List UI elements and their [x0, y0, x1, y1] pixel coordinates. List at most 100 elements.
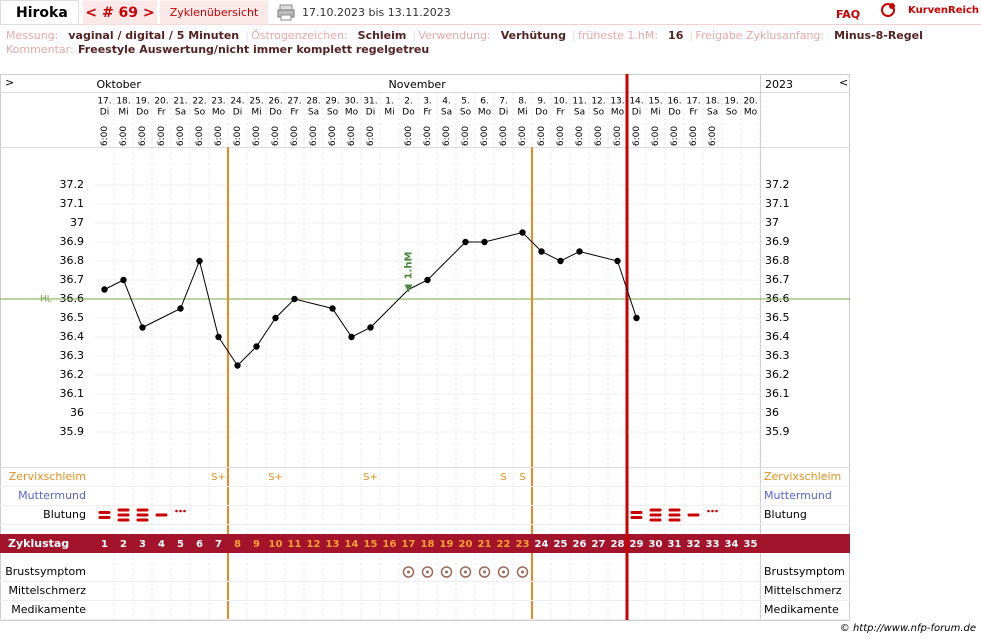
- date-label: 18.: [116, 97, 130, 107]
- comment-label: Kommentar:: [6, 43, 74, 56]
- date-label: 31.: [363, 97, 377, 107]
- cycle-day: 14: [345, 539, 359, 550]
- breast-symbol: [440, 566, 453, 578]
- date-label: 6.: [480, 97, 489, 107]
- bleeding-bar: [136, 508, 149, 512]
- y-tick-label: 36.3: [60, 349, 85, 362]
- hl-label: HL: [40, 295, 52, 305]
- y-tick-label: 37.2: [60, 178, 85, 191]
- bleeding-bar: [668, 518, 681, 522]
- cycle-day: 25: [554, 539, 568, 550]
- footer: © http://www.nfp-forum.de: [840, 623, 976, 634]
- y-tick-label: 35.9: [60, 425, 85, 438]
- date-label: 22.: [192, 97, 206, 107]
- bleeding-dot: [175, 509, 178, 513]
- weekday-label: Mo: [744, 108, 758, 118]
- date-label: 21.: [173, 97, 187, 107]
- y-tick-label: 36.5: [60, 311, 85, 324]
- date-label: 11.: [572, 97, 586, 107]
- row-label-right: Mittelschmerz: [764, 584, 842, 597]
- temperature-point: [196, 257, 203, 265]
- row-label-right: Muttermund: [764, 489, 832, 502]
- bleeding-bar: [649, 508, 662, 512]
- bleeding-mark: [668, 508, 681, 522]
- bleeding-mark: [687, 513, 700, 517]
- time-label: 6:00: [480, 126, 490, 146]
- separator-bar: |: [572, 29, 576, 42]
- y-tick-label-right: 36: [765, 406, 779, 419]
- weekday-label: So: [327, 108, 339, 118]
- bleeding-bar: [98, 516, 111, 519]
- time-label: 6:00: [176, 126, 186, 146]
- bleeding-bar: [630, 511, 643, 514]
- breast-symbol: [421, 566, 434, 578]
- time-label: 6:00: [461, 126, 471, 146]
- y-tick-label-right: 36.9: [765, 235, 790, 248]
- temperature-point: [253, 343, 260, 350]
- row-label-right: Medikamente: [764, 603, 839, 616]
- user-box: [0, 0, 79, 25]
- breast-symbol: [459, 566, 472, 578]
- weekday-label: So: [194, 108, 206, 118]
- bleeding-bar: [687, 513, 700, 517]
- date-label: 18.: [705, 97, 719, 107]
- separator-bar: |: [689, 29, 693, 42]
- date-label: 9.: [537, 97, 546, 107]
- cycle-day: 30: [649, 539, 663, 550]
- nav-box[interactable]: [83, 0, 157, 25]
- date-label: 27.: [287, 97, 301, 107]
- date-label: 20.: [154, 97, 168, 107]
- cycle-day: 4: [158, 539, 165, 550]
- bleeding-bar: [630, 516, 643, 519]
- cycle-day: 24: [535, 539, 549, 550]
- printer-icon[interactable]: [277, 4, 295, 21]
- row-label: Brustsymptom: [5, 565, 86, 578]
- cycle-day: 32: [687, 539, 701, 550]
- nav-right: <: [839, 76, 848, 89]
- y-tick-label-right: 36.8: [765, 254, 790, 267]
- date-label: 20.: [743, 97, 757, 107]
- temperature-point: [481, 238, 488, 246]
- y-tick-label-right: 36.2: [765, 368, 790, 381]
- row-label: Zervixschleim: [9, 470, 86, 483]
- weekday-label: Mi: [118, 108, 128, 118]
- faq-link[interactable]: FAQ: [836, 8, 860, 21]
- weekday-label: Mi: [650, 108, 660, 118]
- bleeding-mark: [707, 509, 718, 513]
- brand[interactable]: KurvenReich: [908, 5, 979, 16]
- y-tick-label-right: 36.5: [765, 311, 790, 324]
- weekday-label: So: [593, 108, 605, 118]
- cycle-day: 9: [253, 539, 260, 550]
- cycle-nav[interactable]: < # 69 >: [85, 5, 154, 21]
- weekday-label: Do: [136, 108, 149, 118]
- cycle-label: Zyklustag: [8, 537, 69, 550]
- weekday-label: Mi: [517, 108, 527, 118]
- weekday-label: Sa: [308, 108, 319, 118]
- overview-box[interactable]: [160, 0, 268, 25]
- date-label: 8.: [518, 97, 527, 107]
- weekday-label: Di: [499, 108, 508, 118]
- bleeding-dot: [711, 509, 714, 513]
- date-label: 5.: [461, 97, 470, 107]
- cycle-day: 20: [459, 539, 473, 550]
- time-label: 6:00: [347, 126, 357, 146]
- y-tick-label-right: 36.7: [765, 273, 790, 286]
- row-label-right: Zervixschleim: [764, 470, 841, 483]
- date-label: 10.: [553, 97, 567, 107]
- time-label: 6:00: [100, 126, 110, 146]
- breast-dot: [502, 570, 505, 574]
- breast-dot: [464, 570, 467, 574]
- bleeding-bar: [649, 518, 662, 522]
- cycle-day: 2: [120, 539, 127, 550]
- time-label: 6:00: [404, 126, 414, 146]
- weekday-label: Di: [632, 108, 641, 118]
- cycle-day: 34: [725, 539, 739, 550]
- bleeding-mark: [136, 508, 149, 522]
- cycle-day: 8: [234, 539, 241, 550]
- overview-link[interactable]: Zyklenübersicht: [170, 6, 259, 19]
- first-hm-label: 1.hM: [404, 252, 415, 280]
- breast-dot: [483, 570, 486, 574]
- info-label: Verwendung:: [418, 29, 490, 42]
- time-label: 6:00: [689, 126, 699, 146]
- user-name: Hiroka: [16, 5, 68, 21]
